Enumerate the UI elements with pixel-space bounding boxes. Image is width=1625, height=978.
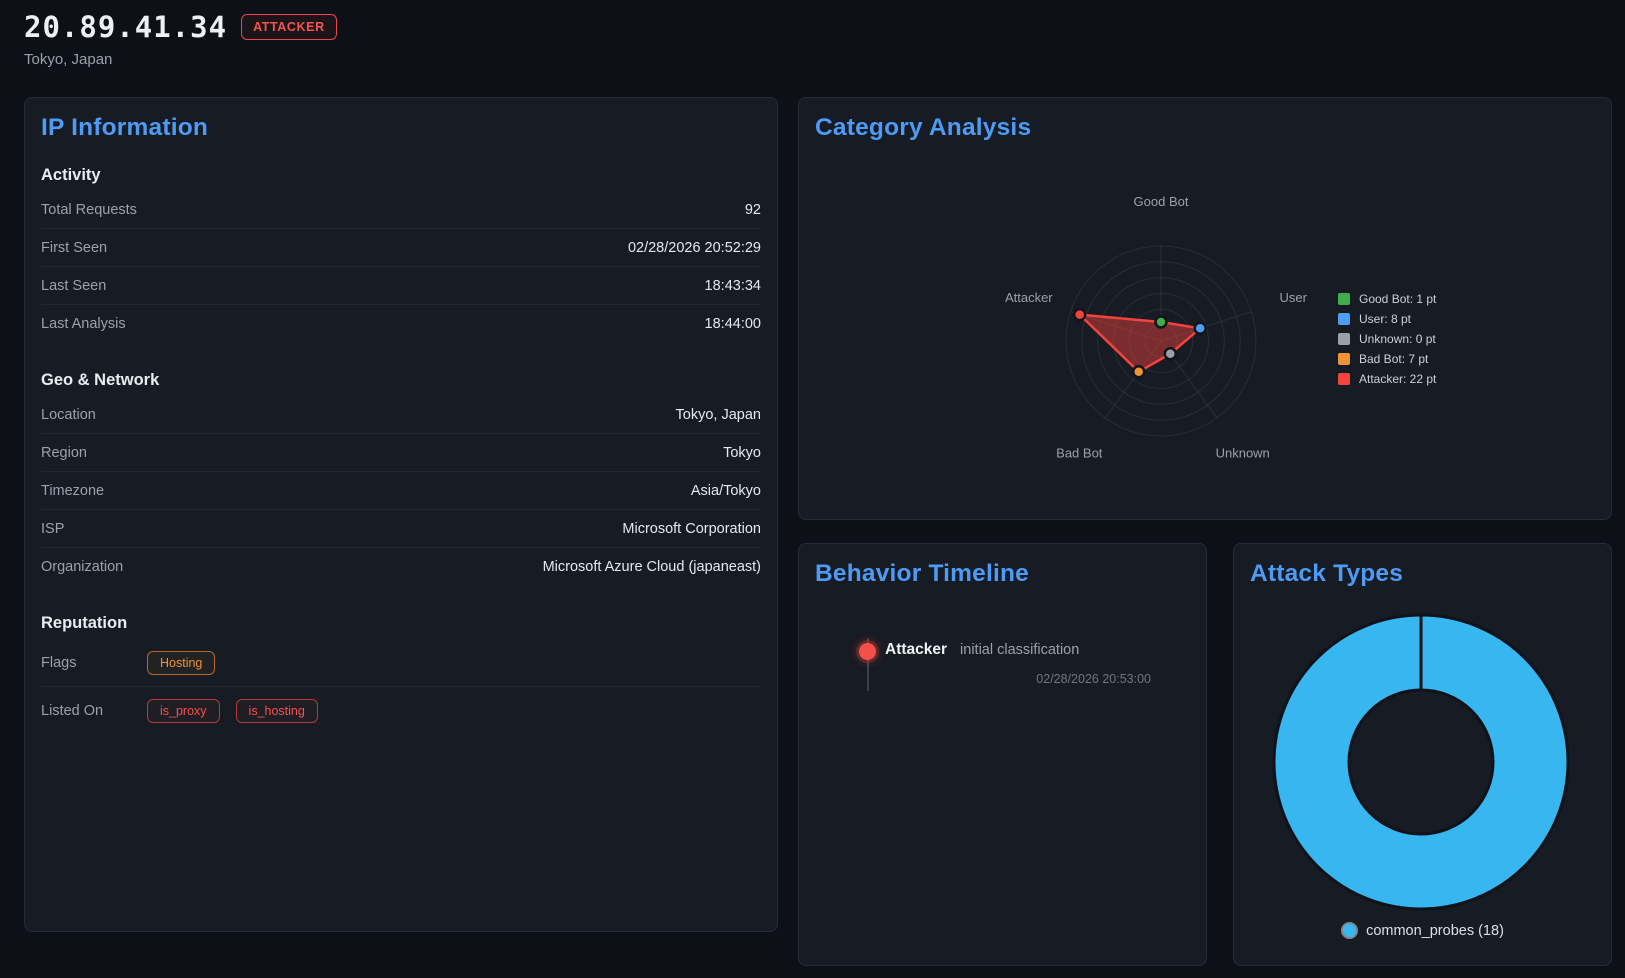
radar-point[interactable] [1163,347,1178,361]
legend-swatch [1338,293,1350,305]
panel-title: Behavior Timeline [815,560,1029,587]
donut-legend-label: common_probes (18) [1366,922,1504,939]
info-row-label: Last Seen [41,277,107,294]
info-row-value: Tokyo [723,444,761,461]
attack-types-panel: Attack Types common_probes (18) [1233,543,1612,966]
info-row-value: 02/28/2026 20:52:29 [627,239,761,256]
info-row: Organization Microsoft Azure Cloud (japan… [41,548,761,586]
behavior-timeline-panel: Behavior Timeline Attacker initial classi… [798,543,1207,966]
timeline-text: Attacker initial classification [885,641,1079,659]
panel-title: Category Analysis [815,114,1032,141]
legend-item[interactable]: Attacker: 22 pt [1338,369,1436,389]
timeline-event: Attacker initial classification 02/28/2026… [815,638,1190,734]
legend-swatch [1338,373,1350,385]
info-row-value: Microsoft Corporation [622,520,761,537]
section-heading: Reputation [41,614,128,632]
info-section: Geo & Network Location Tokyo, Japan Region T… [41,371,761,586]
info-row: Listed On is_proxy is_hosting [41,687,761,735]
legend-swatch [1338,313,1350,325]
legend-item[interactable]: Bad Bot: 7 pt [1338,349,1436,369]
ip-location: Tokyo, Japan [24,51,113,68]
info-row: First Seen 02/28/2026 20:52:29 [41,229,761,267]
info-row-label: Listed On [41,703,104,719]
radar-axis-label: Good Bot [1134,194,1189,209]
donut-legend-swatch [1341,922,1359,939]
info-row-label: Last Analysis [41,316,126,332]
legend-label: Good Bot: 1 pt [1359,292,1437,306]
info-row-label: Location [41,406,96,423]
info-row-label: Total Requests [41,201,137,218]
info-row: Location Tokyo, Japan [41,396,761,434]
info-row: Last Analysis 18:44:00 [41,305,761,343]
info-section: Reputation Flags Hosting Listed On is_proxy i… [41,614,761,735]
info-row-value: 92 [744,201,761,218]
info-row-label: Organization [41,559,124,575]
panel-title: Attack Types [1250,560,1404,587]
flag-badge: is_hosting [235,699,318,723]
info-row-value: Microsoft Azure Cloud (japaneast) [542,559,761,575]
donut-legend: common_probes (18) [1234,922,1611,939]
info-row: Last Seen 18:43:34 [41,267,761,305]
legend-swatch [1338,353,1350,365]
flag-badge: Hosting [147,650,216,675]
radar-point[interactable] [1193,321,1207,336]
info-row-label: Timezone [41,482,105,499]
donut-chart[interactable] [1271,612,1571,912]
info-row: Region Tokyo [41,434,761,472]
radar-axis-label: Attacker [1005,290,1053,305]
radar-legend: Good Bot: 1 pt User: 8 pt Unknown: 0 pt Bad… [1338,289,1436,389]
event-timestamp: 02/28/2026 20:53:00 [1036,672,1151,686]
ip-address: 20.89.41.34 [24,10,228,44]
info-row: Timezone Asia/Tokyo [41,472,761,510]
info-row: Flags Hosting [41,639,761,687]
radar-point[interactable] [1072,307,1087,322]
event-description: initial classification [960,642,1080,658]
ip-information-sections: Activity Total Requests 92 First Seen 02/28/… [41,166,761,735]
legend-item[interactable]: User: 8 pt [1338,309,1436,329]
info-row-label: Region [41,444,87,461]
legend-label: User: 8 pt [1359,312,1412,326]
info-row-value: Tokyo, Japan [675,406,761,423]
info-row-value: Asia/Tokyo [690,482,761,499]
info-section: Activity Total Requests 92 First Seen 02/28/… [41,166,761,343]
badge-group: is_proxy is_hosting [147,699,334,723]
info-row-value: 18:44:00 [704,316,761,332]
radar-chart[interactable]: Good Bot User Unknown Bad Bot Attacker [951,151,1371,531]
radar-point[interactable] [1131,364,1146,379]
legend-item[interactable]: Unknown: 0 pt [1338,329,1436,349]
ip-information-panel: IP Information Activity Total Requests 92 F… [24,97,778,932]
info-row-label: First Seen [41,239,108,256]
legend-label: Attacker: 22 pt [1359,372,1437,386]
flag-badge: is_proxy [147,699,220,723]
panel-title: IP Information [41,114,209,141]
attacker-badge: ATTACKER [241,14,337,40]
radar-axis-label: Unknown [1216,446,1270,461]
timeline-events: Attacker initial classification 02/28/2026… [815,638,1190,734]
radar-axis-label: User [1279,290,1307,305]
category-analysis-panel: Category Analysis Good Bot User Unknown Bad… [798,97,1612,520]
timeline-dot [859,643,876,660]
legend-item[interactable]: Good Bot: 1 pt [1338,289,1436,309]
legend-label: Unknown: 0 pt [1359,332,1436,346]
donut-legend-item[interactable]: common_probes (18) [1341,922,1504,939]
section-heading: Geo & Network [41,371,160,389]
info-row-label: ISP [41,520,65,537]
info-row-label: Flags [41,654,77,671]
radar-axis-label: Bad Bot [1056,446,1103,461]
event-category: Attacker [885,641,948,658]
badge-group: Hosting [147,650,231,675]
info-row-value: 18:43:34 [704,277,761,294]
info-row: ISP Microsoft Corporation [41,510,761,548]
section-heading: Activity [41,166,101,184]
page-header: 20.89.41.34 ATTACKER Tokyo, Japan [24,10,337,68]
info-row: Total Requests 92 [41,191,761,229]
timeline-line [867,638,869,691]
legend-swatch [1338,333,1350,345]
legend-label: Bad Bot: 7 pt [1359,352,1429,366]
radar-point[interactable] [1154,315,1168,329]
